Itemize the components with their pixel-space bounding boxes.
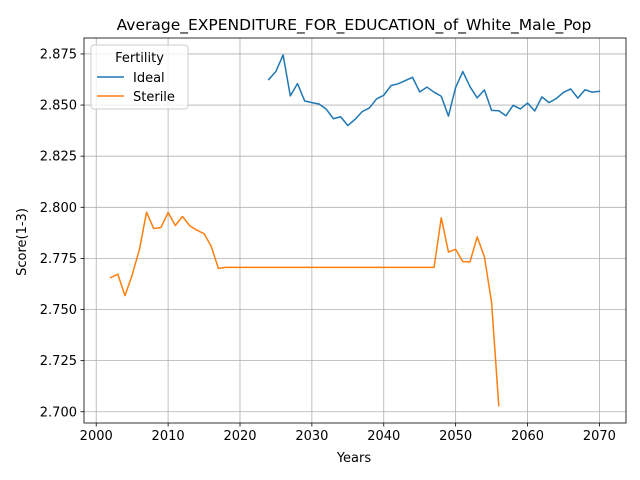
legend-title: Fertility — [115, 51, 164, 66]
x-tick-label: 2040 — [367, 429, 400, 444]
x-tick-label: 2030 — [295, 429, 328, 444]
y-tick-label: 2.850 — [40, 99, 77, 114]
y-tick-label: 2.775 — [40, 252, 77, 267]
series-line-sterile — [109, 211, 500, 407]
x-tick-label: 2070 — [583, 429, 616, 444]
x-tick-label: 2000 — [80, 429, 113, 444]
x-tick-label: 2060 — [511, 429, 544, 444]
plot-frame — [83, 37, 627, 424]
grid-lines — [84, 38, 626, 423]
y-tick-label: 2.825 — [40, 150, 77, 165]
legend-box — [90, 44, 189, 110]
y-tick-label: 2.700 — [40, 405, 77, 420]
legend-label-ideal: Ideal — [133, 71, 165, 86]
x-tick-label: 2020 — [223, 429, 256, 444]
x-tick-label: 2050 — [439, 429, 472, 444]
y-axis-label: Score(1-3) — [15, 208, 30, 276]
series-lines — [109, 54, 601, 407]
x-axis-label: Years — [336, 451, 372, 466]
y-tick-label: 2.800 — [40, 201, 77, 216]
axes — [83, 37, 627, 424]
chart-title: Average_EXPENDITURE_FOR_EDUCATION_of_Whi… — [117, 16, 592, 35]
y-tick-label: 2.875 — [40, 47, 77, 62]
y-tick-label: 2.750 — [40, 303, 77, 318]
legend: Fertility Ideal Sterile — [90, 44, 189, 110]
y-tick-label: 2.725 — [40, 354, 77, 369]
tick-marks: 2000 2010 2020 2030 2040 2050 2060 2070 2.700 2.7… — [40, 47, 616, 444]
series-line-ideal — [267, 54, 601, 127]
legend-label-sterile: Sterile — [133, 90, 175, 105]
x-tick-label: 2010 — [152, 429, 185, 444]
